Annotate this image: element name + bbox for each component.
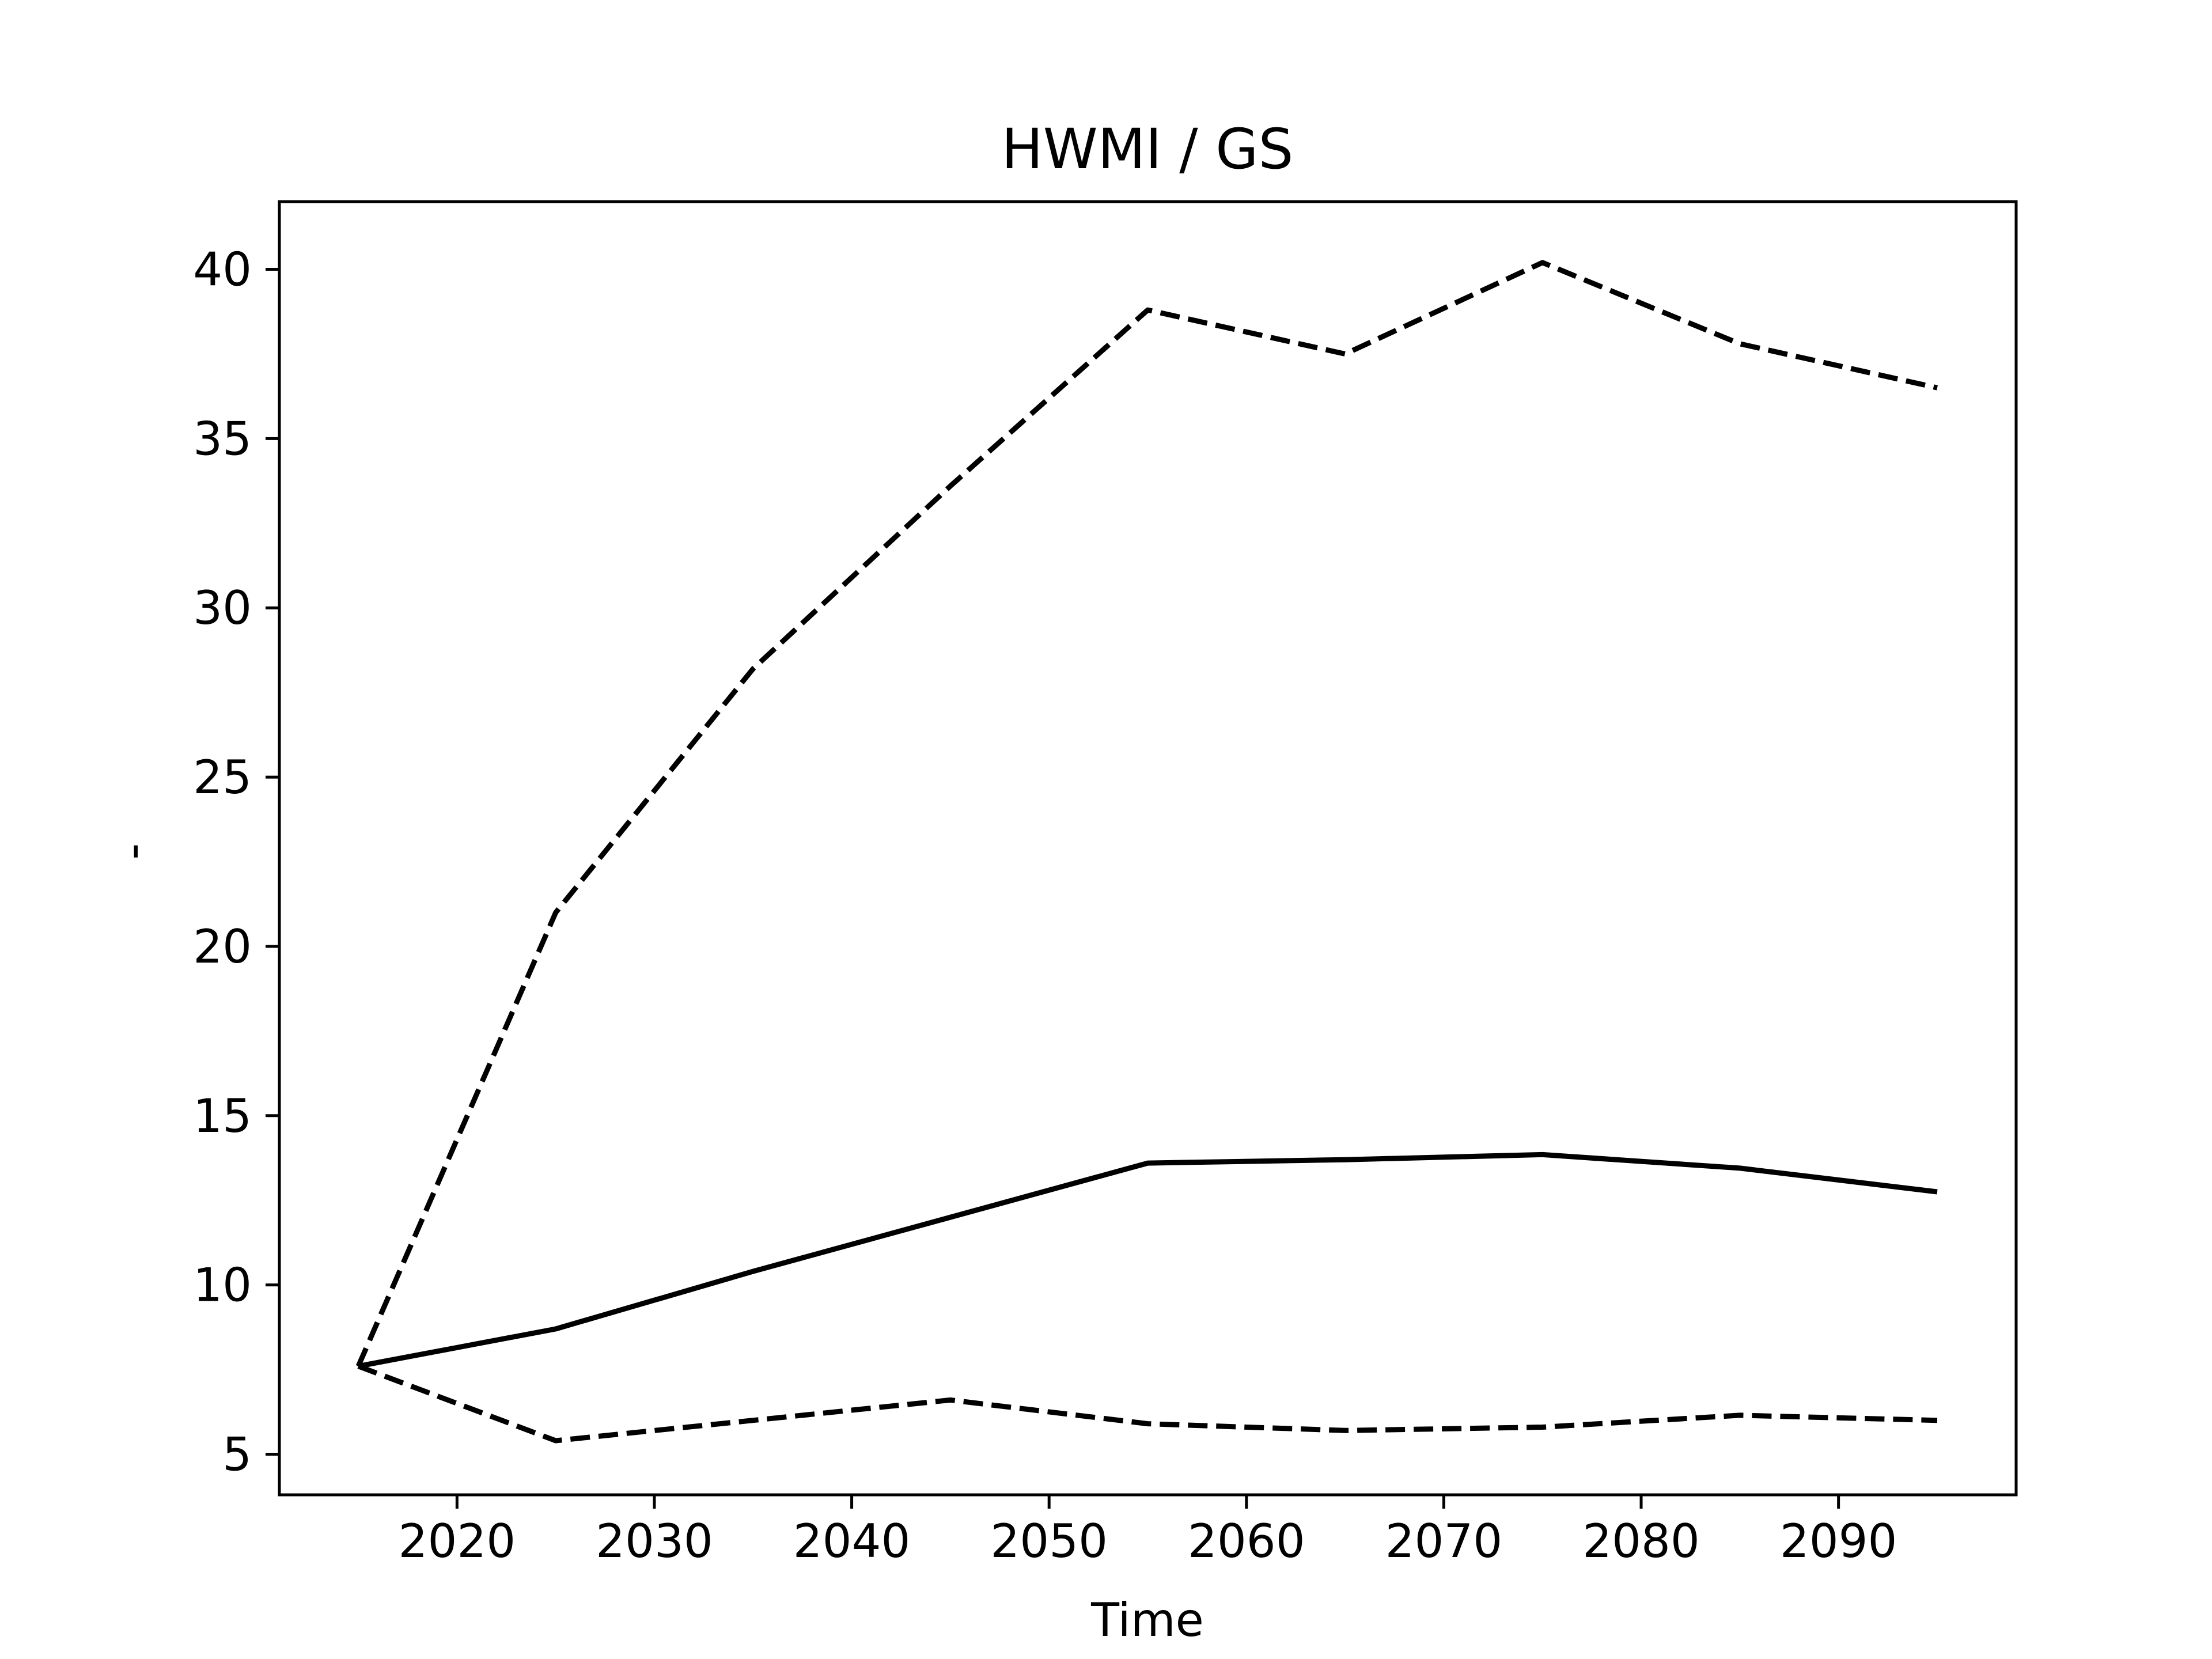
y-axis: 5 10 15 20 25 30 35 40 [193, 243, 279, 1481]
y-tick-label: 10 [193, 1259, 252, 1312]
chart-title: HWMI / GS [1002, 117, 1294, 181]
x-tick-label: 2070 [1385, 1514, 1503, 1568]
series-layer [355, 260, 1938, 1444]
y-tick-label: 15 [193, 1089, 252, 1143]
series-lower-bound-line [357, 1363, 1938, 1444]
x-tick-label: 2090 [1780, 1514, 1897, 1568]
y-tick-label: 30 [193, 581, 252, 635]
x-axis: 2020 2030 2040 2050 2060 2070 2080 2090 [399, 1495, 1897, 1568]
plot-frame [278, 200, 2018, 1497]
y-tick-label: 40 [193, 243, 252, 297]
y-axis-label: - [106, 843, 160, 860]
x-tick-label: 2060 [1188, 1514, 1305, 1568]
x-axis-label: Time [1090, 1593, 1204, 1647]
series-median-line [358, 1152, 1938, 1369]
x-tick-label: 2080 [1582, 1514, 1700, 1568]
x-tick-label: 2050 [990, 1514, 1108, 1568]
x-tick-label: 2030 [596, 1514, 713, 1568]
y-tick-label: 35 [193, 412, 252, 465]
y-tick-label: 5 [222, 1427, 252, 1481]
series-upper-bound-line [355, 260, 1938, 1368]
y-tick-label: 20 [193, 920, 252, 974]
y-tick-label: 25 [193, 751, 252, 804]
x-tick-label: 2040 [793, 1514, 911, 1568]
plot-area [278, 200, 2018, 1497]
x-tick-label: 2020 [399, 1514, 516, 1568]
